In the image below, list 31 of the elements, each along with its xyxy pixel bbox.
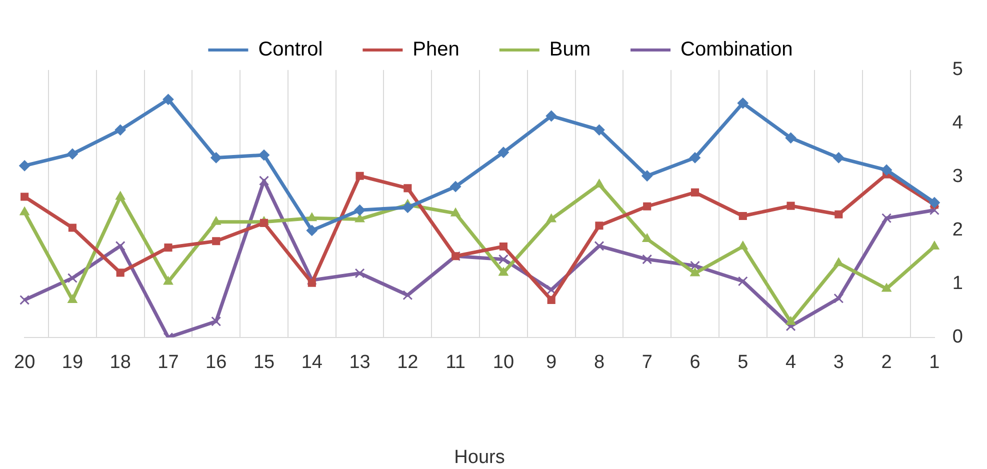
x-tick-label: 6 <box>690 352 700 374</box>
legend-label: Phen <box>412 38 460 61</box>
x-tick-label: 9 <box>546 352 557 374</box>
y-tick-label: 2 <box>952 220 964 241</box>
x-tick-label: 12 <box>397 352 418 374</box>
x-tick-label: 4 <box>785 352 796 374</box>
x-tick-label: 14 <box>301 352 323 374</box>
legend-label: Bum <box>549 38 591 61</box>
legend-label: Control <box>258 38 323 61</box>
y-tick-label: 4 <box>952 112 964 134</box>
x-tick-label: 18 <box>110 352 131 374</box>
x-tick-label: 13 <box>349 352 370 374</box>
x-tick-label: 7 <box>642 352 652 374</box>
x-tick-label: 11 <box>446 352 466 374</box>
y-tick-label: 1 <box>952 273 964 294</box>
x-tick-label: 1 <box>929 352 940 374</box>
x-tick-label: 2 <box>881 352 892 374</box>
x-tick-label: 15 <box>253 352 275 374</box>
x-tick-label: 17 <box>158 352 179 374</box>
x-tick-label: 5 <box>738 352 748 374</box>
y-tick-label: 3 <box>952 166 964 188</box>
x-tick-label: 16 <box>206 352 227 374</box>
x-axis-title: Hours <box>454 446 505 468</box>
legend-label: Combination <box>680 38 793 61</box>
x-tick-label: 10 <box>492 352 514 374</box>
x-tick-label: 20 <box>14 352 36 374</box>
x-tick-label: 3 <box>833 352 844 374</box>
x-tick-label: 8 <box>594 352 605 374</box>
x-tick-label: 19 <box>62 352 84 374</box>
y-tick-label: 5 <box>952 59 964 80</box>
y-tick-label: 0 <box>952 326 964 348</box>
